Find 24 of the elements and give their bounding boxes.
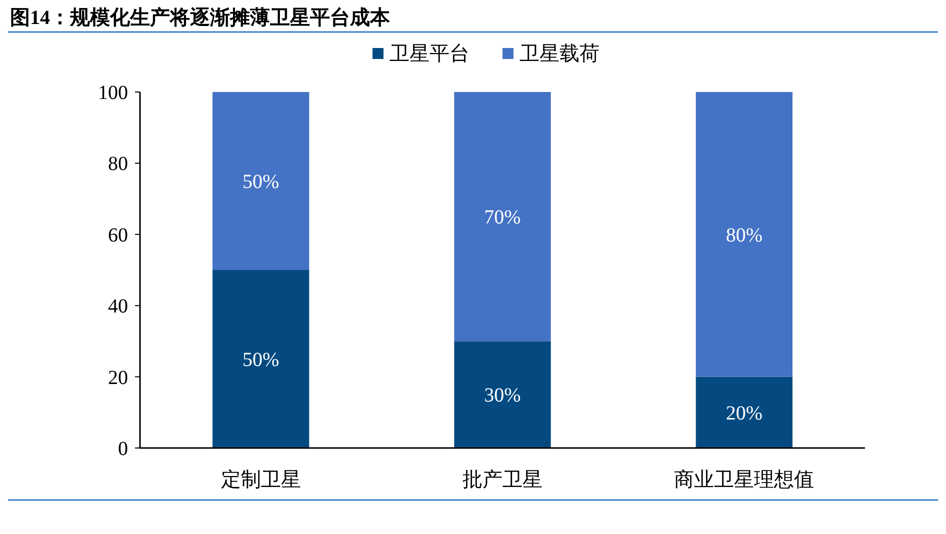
x-tick-label: 商业卫星理想值 <box>674 469 814 491</box>
y-tick-label: 0 <box>118 438 128 460</box>
bar <box>454 341 551 448</box>
bar <box>212 270 310 448</box>
y-tick-label: 60 <box>108 224 128 246</box>
x-tick-label: 批产卫星 <box>462 469 542 491</box>
legend-label: 卫星平台 <box>390 43 470 65</box>
x-tick-label: 定制卫星 <box>220 469 301 491</box>
y-tick-label: 40 <box>108 296 128 318</box>
data-label: 80% <box>726 224 763 246</box>
y-tick-label: 20 <box>108 366 128 389</box>
bar <box>696 376 792 448</box>
legend-label: 卫星载荷 <box>520 43 600 65</box>
data-label: 30% <box>484 384 521 407</box>
data-label: 70% <box>484 206 521 229</box>
y-tick-label: 100 <box>98 82 128 104</box>
bar <box>696 92 792 377</box>
data-label: 50% <box>242 349 280 371</box>
bar <box>454 92 551 342</box>
y-tick-label: 80 <box>108 153 128 176</box>
bar <box>212 92 310 270</box>
data-label: 50% <box>242 171 280 193</box>
chart-title: 图14：规模化生产将逐渐摊薄卫星平台成本 <box>10 6 391 29</box>
data-label: 20% <box>726 402 763 424</box>
